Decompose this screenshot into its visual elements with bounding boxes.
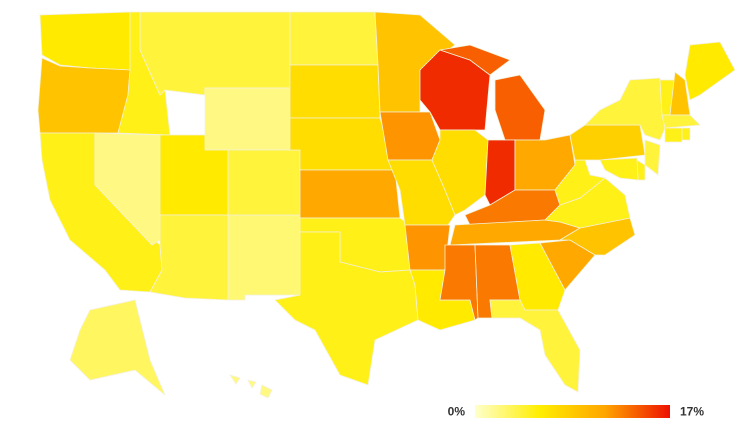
state: [69, 299, 166, 396]
states: [37, 11, 736, 399]
state: [379, 111, 441, 161]
state: [229, 374, 273, 399]
state: [489, 299, 581, 393]
legend-label: 0%: [448, 405, 466, 419]
state: [139, 11, 291, 96]
legend: 0% 17%: [448, 405, 705, 419]
state: [431, 129, 489, 216]
state: [569, 124, 646, 161]
state: [204, 87, 291, 151]
state: [681, 127, 691, 141]
state: [289, 64, 381, 119]
state: [227, 149, 301, 216]
state: [554, 159, 606, 206]
state: [289, 117, 396, 171]
state: [39, 11, 131, 71]
state: [289, 11, 379, 66]
state: [661, 114, 701, 129]
state: [664, 127, 683, 143]
state: [94, 132, 161, 246]
state: [227, 214, 301, 301]
state: [599, 157, 639, 181]
state: [684, 41, 736, 101]
legend-label: 17%: [680, 405, 704, 419]
state: [149, 214, 229, 301]
state: [299, 169, 401, 219]
state: [644, 139, 661, 176]
legend-gradient: [475, 405, 670, 418]
state: [404, 224, 451, 271]
state: [274, 231, 419, 386]
state: [37, 57, 131, 134]
